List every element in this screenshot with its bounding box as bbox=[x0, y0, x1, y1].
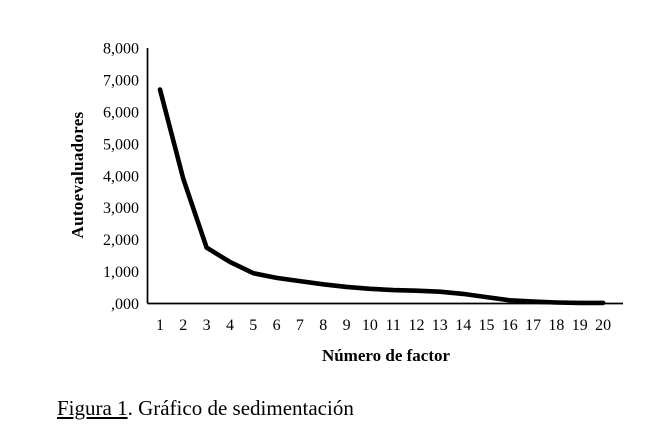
x-axis-title: Número de factor bbox=[321, 346, 451, 365]
x-tick-label: 14 bbox=[455, 317, 471, 334]
figure-caption: Figura 1. Gráfico de sedimentación bbox=[57, 396, 354, 421]
figure-caption-label: Figura 1 bbox=[57, 396, 128, 420]
x-tick-label: 20 bbox=[595, 317, 611, 334]
x-tick-label: 10 bbox=[362, 317, 378, 334]
x-tick-label: 19 bbox=[572, 317, 588, 334]
x-tick-label: 8 bbox=[319, 317, 327, 334]
y-tick-label: 7,000 bbox=[103, 72, 139, 89]
x-tick-label: 16 bbox=[502, 317, 518, 334]
x-tick-label: 7 bbox=[296, 317, 304, 334]
scree-line bbox=[157, 87, 606, 306]
y-tick-label: ,000 bbox=[111, 296, 139, 313]
x-tick-label: 11 bbox=[385, 317, 400, 334]
x-tick-label: 12 bbox=[409, 317, 425, 334]
y-tick-label: 1,000 bbox=[103, 264, 139, 281]
y-tick-label: 5,000 bbox=[103, 136, 139, 153]
figure-caption-text: . Gráfico de sedimentación bbox=[127, 396, 354, 420]
y-tick-label: 6,000 bbox=[103, 104, 139, 121]
x-tick-label: 13 bbox=[432, 317, 448, 334]
x-tick-label: 3 bbox=[203, 317, 211, 334]
x-tick-labels: 1 2 3 4 5 6 7 8 9 10 11 12 13 14 15 16 17 18 19 20 bbox=[156, 317, 611, 334]
x-tick-label: 2 bbox=[179, 317, 187, 334]
x-tick-label: 5 bbox=[249, 317, 257, 334]
x-tick-label: 17 bbox=[525, 317, 541, 334]
y-tick-labels: ,000 1,000 2,000 3,000 4,000 5,000 6,000 7,000 8… bbox=[103, 41, 139, 314]
x-tick-label: 18 bbox=[548, 317, 564, 334]
y-tick-label: 3,000 bbox=[103, 200, 139, 217]
x-tick-label: 6 bbox=[273, 317, 281, 334]
x-tick-label: 9 bbox=[343, 317, 351, 334]
y-tick-label: 2,000 bbox=[103, 232, 139, 249]
x-tick-label: 15 bbox=[479, 317, 495, 334]
x-tick-label: 4 bbox=[226, 317, 234, 334]
x-tick-label: 1 bbox=[156, 317, 164, 334]
y-tick-label: 4,000 bbox=[103, 168, 139, 185]
y-tick-label: 8,000 bbox=[103, 41, 139, 58]
